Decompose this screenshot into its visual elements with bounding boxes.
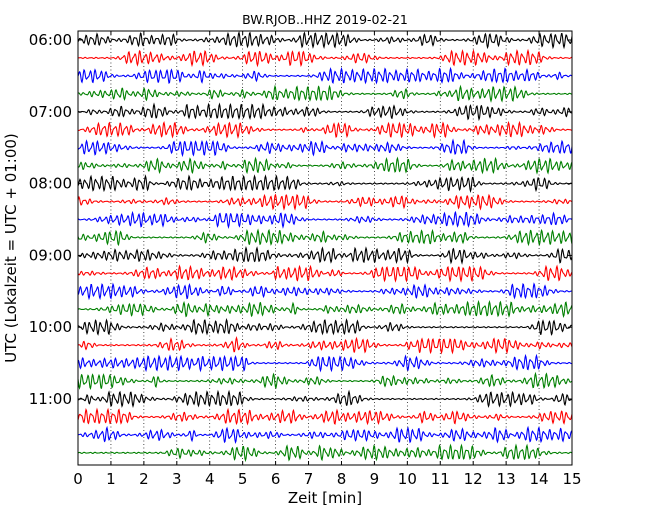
seismogram-trace	[78, 389, 572, 409]
y-tick-label: 09:00	[29, 246, 72, 264]
y-axis-ticks: 06:00 07:00 08:00 09:00 10:00 11:00	[29, 31, 572, 408]
plot-frame	[77, 30, 573, 466]
x-tick-label: 0	[73, 470, 83, 488]
seismogram-trace	[78, 443, 572, 463]
seismogram-trace	[78, 282, 572, 301]
seismogram-trace	[78, 425, 572, 445]
y-tick-label: 10:00	[29, 318, 72, 336]
x-axis-label: Zeit [min]	[288, 489, 362, 507]
seismogram-trace	[78, 193, 572, 211]
grid-lines	[110, 31, 540, 465]
y-tick-label: 06:00	[29, 31, 72, 49]
x-tick-label: 3	[172, 470, 182, 488]
seismogram-trace	[78, 407, 572, 426]
seismogram-trace	[78, 318, 572, 336]
seismogram-trace	[78, 102, 572, 122]
seismogram-traces	[78, 31, 572, 463]
seismogram-trace	[78, 138, 572, 158]
x-tick-label: 8	[337, 470, 347, 488]
x-tick-label: 9	[370, 470, 380, 488]
seismogram-trace	[78, 48, 572, 68]
seismogram-trace	[78, 66, 572, 85]
seismogram-trace	[78, 228, 572, 247]
x-tick-label: 15	[562, 470, 581, 488]
x-tick-label: 10	[398, 470, 417, 488]
seismogram-trace	[78, 156, 572, 175]
seismogram-trace	[78, 371, 572, 390]
x-tick-label: 4	[205, 470, 215, 488]
seismogram-trace	[78, 120, 572, 139]
seismogram-trace	[78, 335, 572, 355]
x-tick-label: 5	[238, 470, 248, 488]
y-axis-label: UTC (Lokalzeit = UTC + 01:00)	[2, 133, 20, 363]
y-tick-label: 11:00	[29, 390, 72, 408]
x-tick-label: 7	[304, 470, 314, 488]
y-tick-label: 08:00	[29, 175, 72, 193]
chart-title: BW.RJOB..HHZ 2019-02-21	[242, 12, 408, 27]
x-tick-label: 12	[464, 470, 483, 488]
x-tick-label: 6	[271, 470, 281, 488]
x-tick-label: 14	[530, 470, 549, 488]
seismogram-trace	[78, 353, 572, 373]
seismogram-trace	[78, 210, 572, 229]
seismogram-trace	[78, 245, 572, 265]
seismogram-trace	[78, 31, 572, 50]
seismogram-trace	[78, 174, 572, 193]
x-axis-ticks: 0 1 2 3 4 5 6 7 8 9 10 11 12 13 14 15	[73, 31, 582, 488]
seismogram-trace	[78, 84, 572, 103]
x-tick-label: 2	[139, 470, 149, 488]
seismogram-trace	[78, 264, 572, 283]
x-tick-label: 11	[431, 470, 450, 488]
x-tick-label: 13	[497, 470, 516, 488]
x-tick-label: 1	[106, 470, 116, 488]
seismogram-trace	[78, 299, 572, 318]
y-tick-label: 07:00	[29, 103, 72, 121]
